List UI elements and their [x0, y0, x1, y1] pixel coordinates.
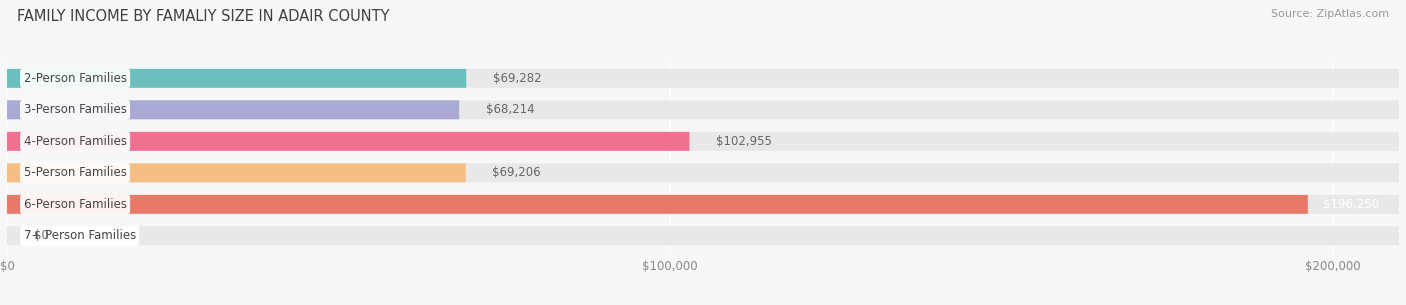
FancyBboxPatch shape — [7, 132, 1399, 151]
Text: 7+ Person Families: 7+ Person Families — [24, 229, 136, 242]
Text: $69,282: $69,282 — [492, 72, 541, 85]
FancyBboxPatch shape — [7, 100, 1399, 119]
Text: Source: ZipAtlas.com: Source: ZipAtlas.com — [1271, 9, 1389, 19]
Text: 3-Person Families: 3-Person Families — [24, 103, 127, 116]
Text: 4-Person Families: 4-Person Families — [24, 135, 127, 148]
FancyBboxPatch shape — [7, 163, 465, 182]
Text: $68,214: $68,214 — [485, 103, 534, 116]
FancyBboxPatch shape — [7, 100, 460, 119]
Text: 2-Person Families: 2-Person Families — [24, 72, 127, 85]
Text: FAMILY INCOME BY FAMALIY SIZE IN ADAIR COUNTY: FAMILY INCOME BY FAMALIY SIZE IN ADAIR C… — [17, 9, 389, 24]
Text: $196,250: $196,250 — [1323, 198, 1379, 211]
Text: 6-Person Families: 6-Person Families — [24, 198, 127, 211]
Text: $69,206: $69,206 — [492, 166, 541, 179]
FancyBboxPatch shape — [7, 69, 1399, 88]
FancyBboxPatch shape — [7, 132, 689, 151]
FancyBboxPatch shape — [7, 195, 1399, 214]
FancyBboxPatch shape — [7, 195, 1308, 214]
Text: $102,955: $102,955 — [716, 135, 772, 148]
FancyBboxPatch shape — [7, 163, 1399, 182]
FancyBboxPatch shape — [7, 69, 467, 88]
Text: 5-Person Families: 5-Person Families — [24, 166, 127, 179]
FancyBboxPatch shape — [7, 226, 1399, 245]
Text: $0: $0 — [34, 229, 48, 242]
